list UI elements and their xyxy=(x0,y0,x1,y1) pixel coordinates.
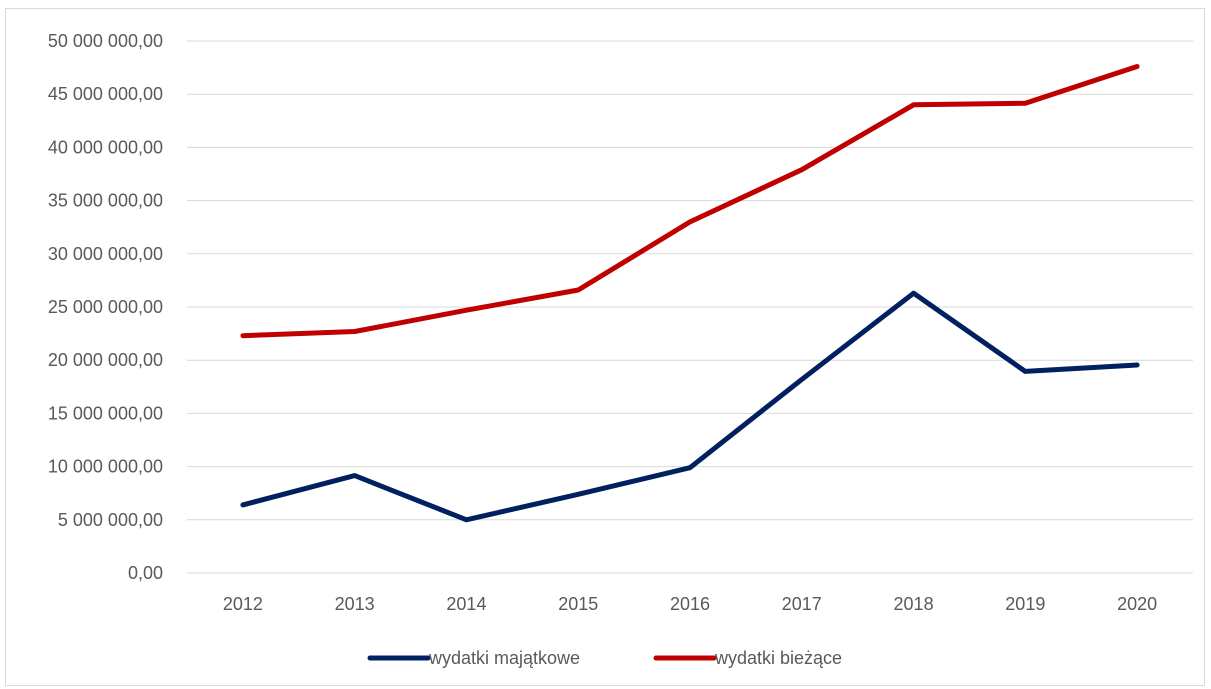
x-tick-label: 2014 xyxy=(446,594,486,614)
y-tick-label: 15 000 000,00 xyxy=(48,403,163,423)
x-tick-label: 2012 xyxy=(223,594,263,614)
legend: wydatki majątkowe wydatki bieżące xyxy=(367,648,842,668)
x-tick-label: 2020 xyxy=(1117,594,1157,614)
y-tick-label: 25 000 000,00 xyxy=(48,297,163,317)
y-tick-label: 30 000 000,00 xyxy=(48,244,163,264)
y-tick-label: 10 000 000,00 xyxy=(48,457,163,477)
y-tick-label: 5 000 000,00 xyxy=(58,510,163,530)
x-tick-label: 2019 xyxy=(1005,594,1045,614)
y-tick-label: 50 000 000,00 xyxy=(48,31,163,51)
legend-label: wydatki bieżące xyxy=(714,648,842,668)
y-tick-label: 45 000 000,00 xyxy=(48,84,163,104)
y-axis-tick-labels: 0,00 5 000 000,00 10 000 000,00 15 000 000,… xyxy=(48,31,163,583)
legend-label: wydatki majątkowe xyxy=(428,648,580,668)
y-tick-label: 0,00 xyxy=(128,563,163,583)
x-axis-tick-labels: 2012 2013 2014 2015 2016 2017 2018 2019 2020 xyxy=(223,594,1157,614)
x-tick-label: 2017 xyxy=(782,594,822,614)
series-line-2 xyxy=(240,64,1140,339)
series-line-1 xyxy=(240,290,1140,523)
y-tick-label: 35 000 000,00 xyxy=(48,191,163,211)
series-lines xyxy=(240,64,1140,523)
x-tick-label: 2015 xyxy=(558,594,598,614)
y-tick-label: 20 000 000,00 xyxy=(48,350,163,370)
x-tick-label: 2016 xyxy=(670,594,710,614)
y-tick-label: 40 000 000,00 xyxy=(48,137,163,157)
x-tick-label: 2018 xyxy=(894,594,934,614)
x-tick-label: 2013 xyxy=(335,594,375,614)
gridlines xyxy=(187,40,1193,574)
